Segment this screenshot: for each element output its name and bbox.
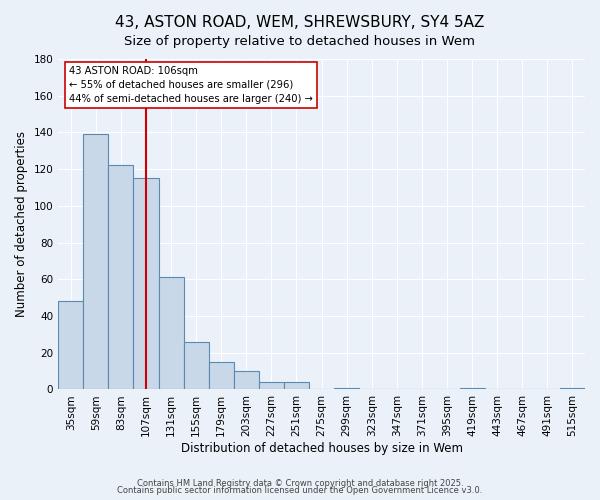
Text: 43, ASTON ROAD, WEM, SHREWSBURY, SY4 5AZ: 43, ASTON ROAD, WEM, SHREWSBURY, SY4 5AZ [115,15,485,30]
Bar [58,302,83,390]
Bar [234,371,259,390]
Bar [133,178,158,390]
Bar [109,166,133,390]
Bar [259,382,284,390]
Text: 43 ASTON ROAD: 106sqm
← 55% of detached houses are smaller (296)
44% of semi-det: 43 ASTON ROAD: 106sqm ← 55% of detached … [69,66,313,104]
X-axis label: Distribution of detached houses by size in Wem: Distribution of detached houses by size … [181,442,463,455]
Bar [83,134,109,390]
Text: Contains HM Land Registry data © Crown copyright and database right 2025.: Contains HM Land Registry data © Crown c… [137,478,463,488]
Bar [560,388,585,390]
Text: Size of property relative to detached houses in Wem: Size of property relative to detached ho… [125,35,476,48]
Bar [184,342,209,390]
Bar [334,388,359,390]
Bar [460,388,485,390]
Bar [284,382,309,390]
Bar [158,278,184,390]
Text: Contains public sector information licensed under the Open Government Licence v3: Contains public sector information licen… [118,486,482,495]
Y-axis label: Number of detached properties: Number of detached properties [15,131,28,317]
Bar [209,362,234,390]
